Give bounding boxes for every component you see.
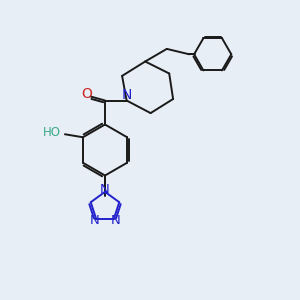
Text: N: N [100, 183, 110, 196]
Text: O: O [82, 87, 92, 100]
Text: HO: HO [43, 126, 61, 139]
Text: N: N [122, 88, 132, 102]
Text: N: N [90, 214, 100, 227]
Text: N: N [110, 214, 120, 227]
